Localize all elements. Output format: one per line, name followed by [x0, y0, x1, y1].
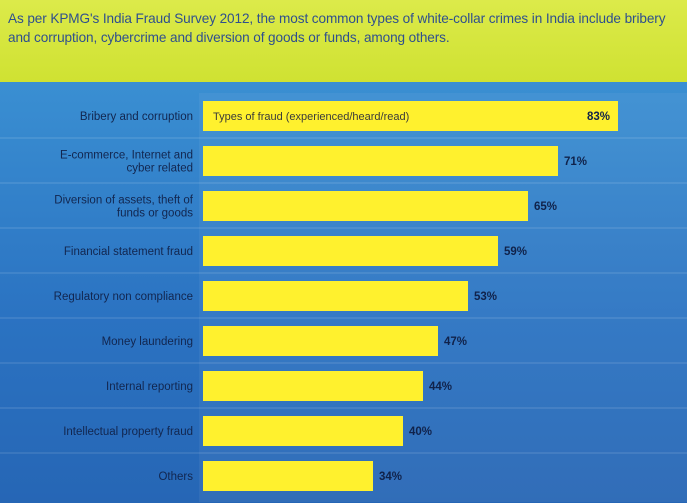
value-label: 53% — [474, 291, 497, 303]
category-label: Others — [158, 471, 193, 483]
category-label: funds or goods — [117, 208, 193, 220]
category-label: Intellectual property fraud — [63, 426, 193, 438]
bar-1 — [203, 101, 618, 131]
value-label: 71% — [564, 156, 587, 168]
category-label: Internal reporting — [106, 381, 193, 393]
category-label: Money laundering — [102, 336, 193, 348]
headline-text: As per KPMG's India Fraud Survey 2012, t… — [8, 11, 666, 45]
chart-panel: Bribery and corruption 83% Types of fraud … — [0, 82, 687, 503]
value-label: 47% — [444, 336, 467, 348]
category-label: E-commerce, Internet and — [60, 150, 193, 162]
category-label: Bribery and corruption — [80, 111, 193, 123]
bar-5 — [203, 281, 468, 311]
bar-6 — [203, 326, 438, 356]
bar-4 — [203, 236, 498, 266]
value-label: 59% — [504, 246, 527, 258]
value-label: 44% — [429, 381, 452, 393]
category-label: Regulatory non compliance — [54, 291, 193, 303]
value-label: 34% — [379, 471, 402, 483]
category-label: Diversion of assets, theft of — [54, 195, 194, 207]
bar-chart: Bribery and corruption 83% Types of fraud … — [0, 93, 687, 502]
bar-7 — [203, 371, 423, 401]
bar-9 — [203, 461, 373, 491]
value-label: 40% — [409, 426, 432, 438]
header-banner: As per KPMG's India Fraud Survey 2012, t… — [0, 0, 687, 82]
category-label: Financial statement fraud — [64, 246, 193, 258]
bar-3 — [203, 191, 528, 221]
series-label: Types of fraud (experienced/heard/read) — [213, 111, 409, 123]
category-label: cyber related — [127, 163, 193, 175]
value-label: 83% — [587, 111, 610, 123]
bar-2 — [203, 146, 558, 176]
bar-8 — [203, 416, 403, 446]
value-label: 65% — [534, 201, 557, 213]
